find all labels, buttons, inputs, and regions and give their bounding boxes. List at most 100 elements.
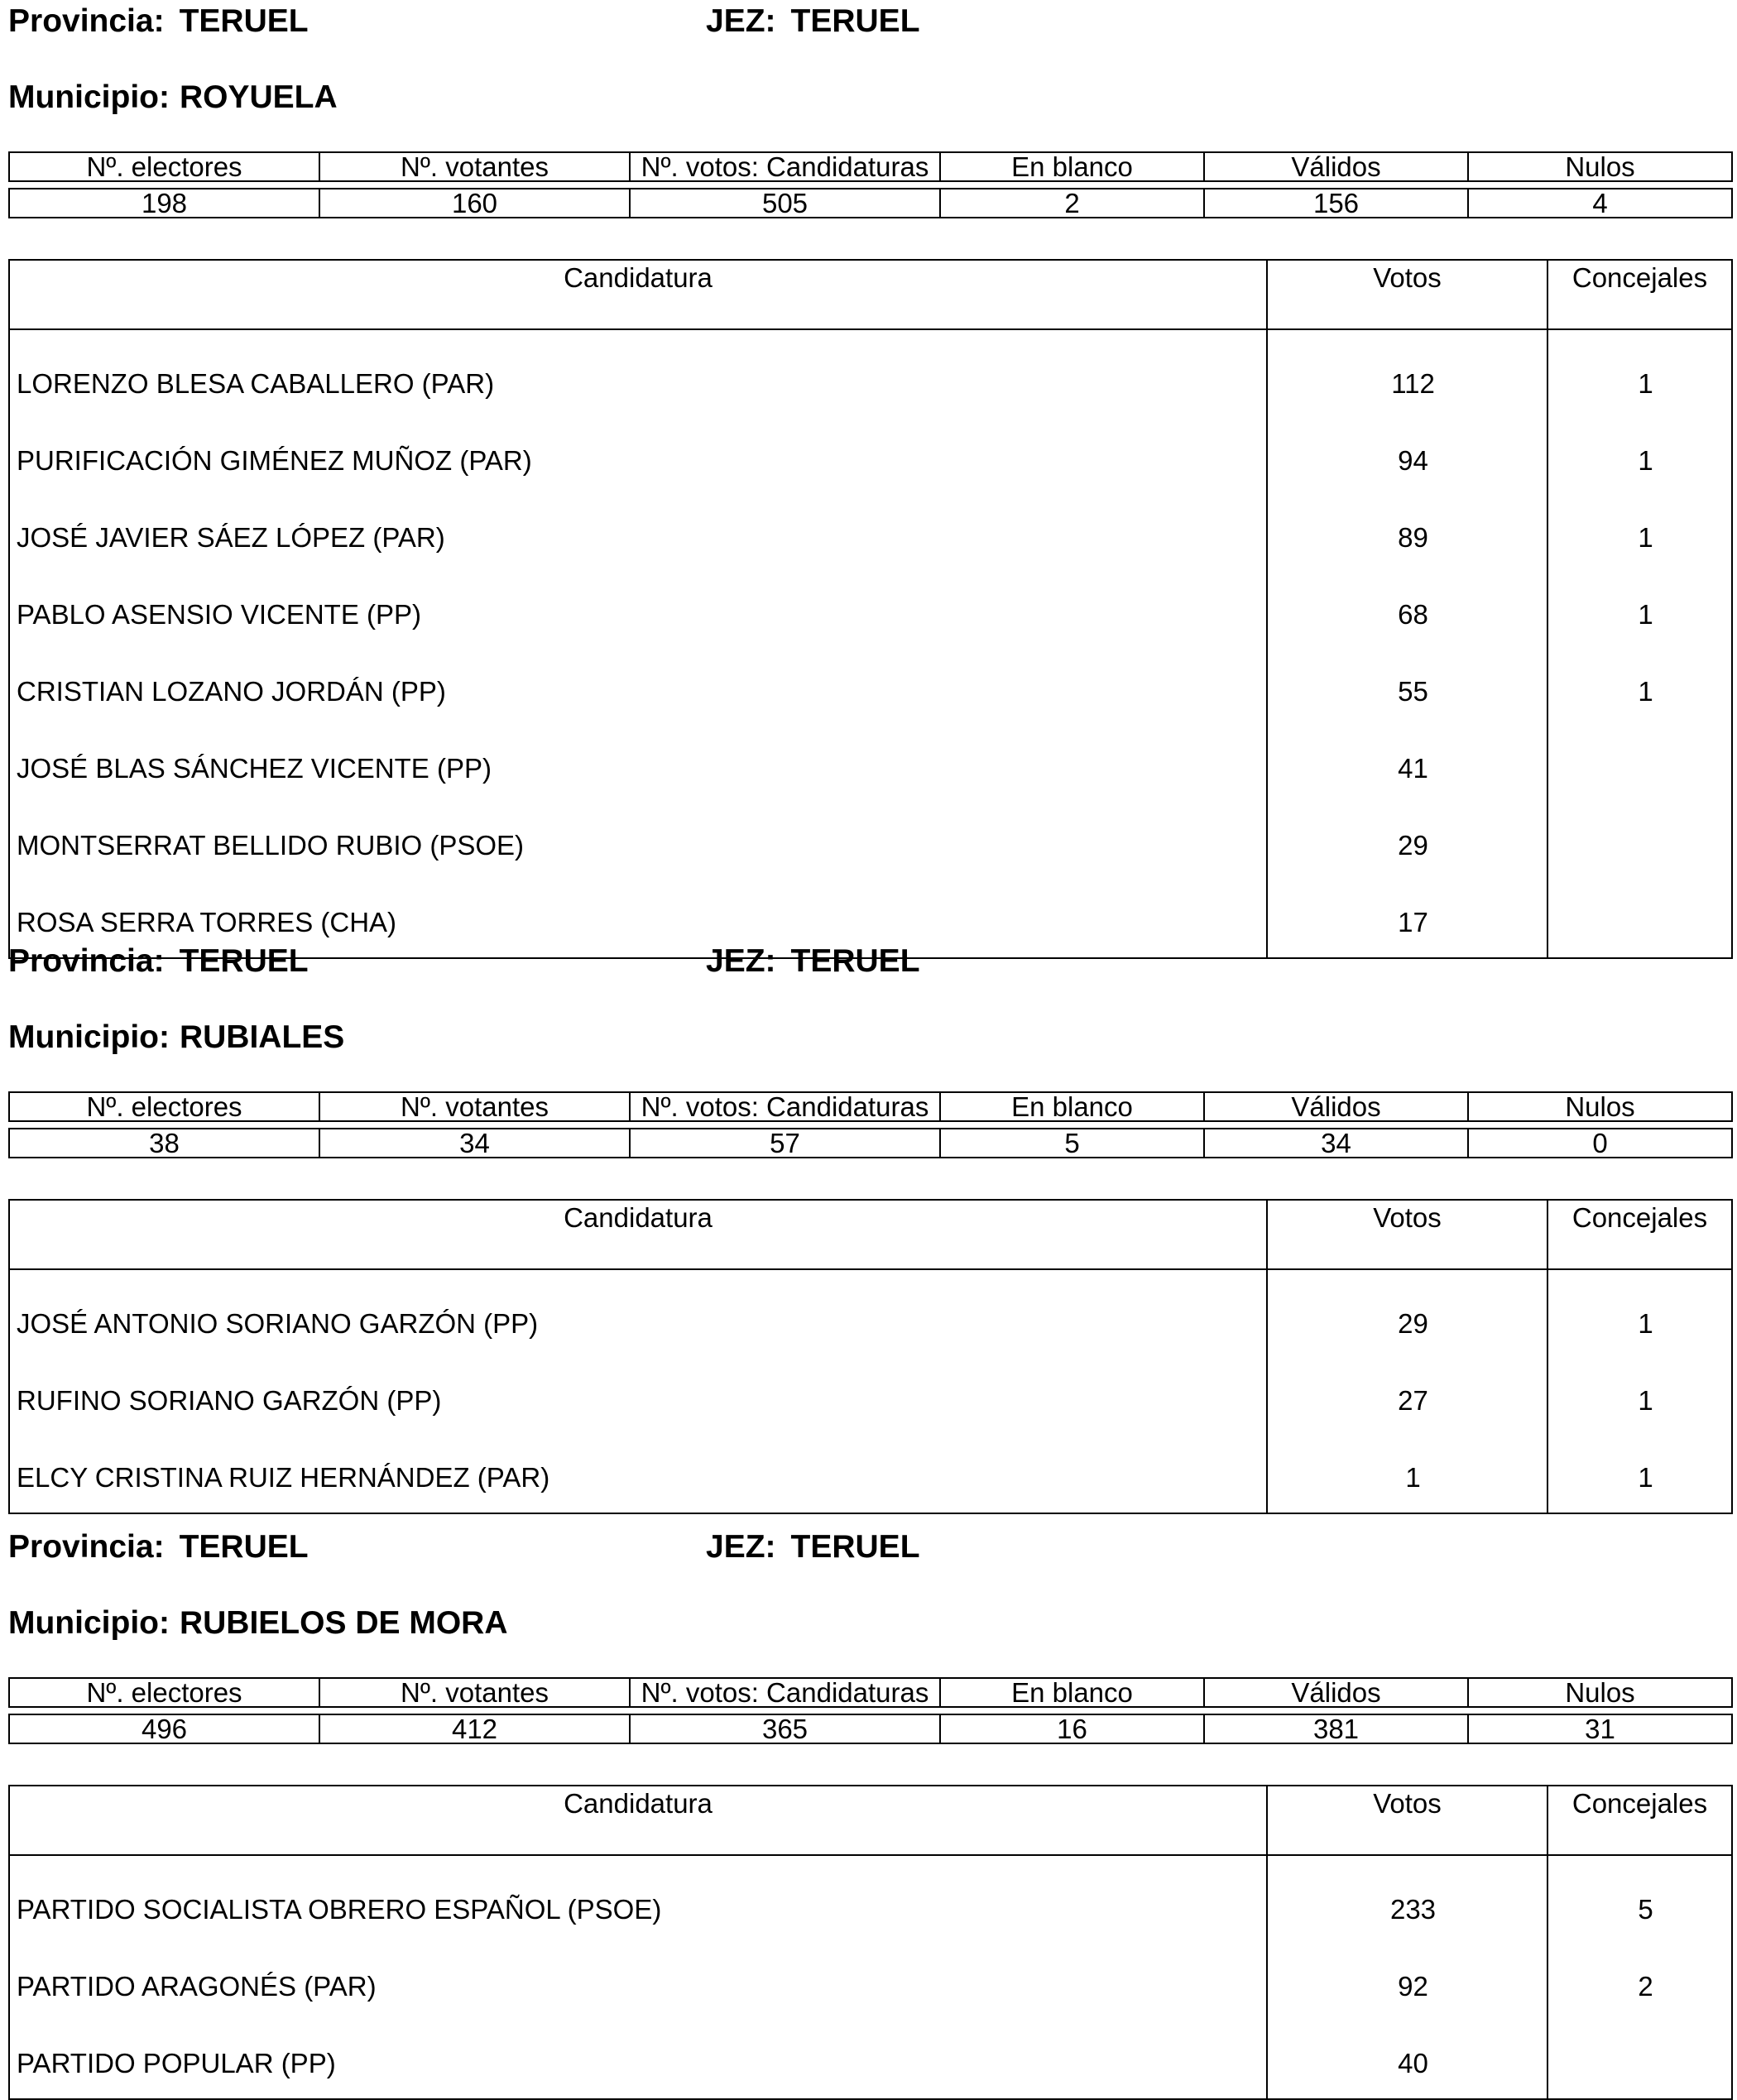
candidates-header-cell: Concejales xyxy=(1547,1785,1733,1856)
candidate-name: JOSÉ JAVIER SÁEZ LÓPEZ (PAR) xyxy=(8,496,1268,573)
candidate-row: JOSÉ ANTONIO SORIANO GARZÓN (PP) 29 1 xyxy=(8,1269,1733,1359)
stats-value-cell: 381 xyxy=(1203,1714,1469,1744)
stats-value-cell: 34 xyxy=(319,1128,631,1158)
stats-header-cell: Nº. votos: Candidaturas xyxy=(629,1677,941,1708)
municipio-header: Municipio: ROYUELA xyxy=(8,81,338,113)
candidates-header-cell: Concejales xyxy=(1547,1199,1733,1270)
stats-value-cell: 198 xyxy=(8,188,320,218)
stats-value-cell: 156 xyxy=(1203,188,1469,218)
candidate-votos: 40 xyxy=(1266,2021,1548,2100)
stats-value-cell: 34 xyxy=(1203,1128,1469,1158)
candidates-header-cell: Votos xyxy=(1266,1199,1548,1270)
stats-value-cell: 496 xyxy=(8,1714,320,1744)
stats-header-cell: Válidos xyxy=(1203,1091,1469,1122)
stats-value-cell: 16 xyxy=(939,1714,1205,1744)
candidate-concejales: 2 xyxy=(1547,1944,1733,2021)
stats-value-cell: 412 xyxy=(319,1714,631,1744)
candidate-row: PARTIDO SOCIALISTA OBRERO ESPAÑOL (PSOE)… xyxy=(8,1855,1733,1944)
jez-header: JEZ: TERUEL xyxy=(706,945,920,977)
stats-value-cell: 5 xyxy=(939,1128,1205,1158)
candidates-header-row: Candidatura Votos Concejales xyxy=(8,1199,1733,1270)
candidates-header-row: Candidatura Votos Concejales xyxy=(8,259,1733,330)
candidate-row: RUFINO SORIANO GARZÓN (PP) 27 1 xyxy=(8,1359,1733,1436)
candidate-row: PABLO ASENSIO VICENTE (PP) 68 1 xyxy=(8,573,1733,650)
candidates-header-cell: Candidatura xyxy=(8,1785,1268,1856)
candidate-votos: 94 xyxy=(1266,419,1548,496)
stats-header-cell: Nº. electores xyxy=(8,1677,320,1708)
provincia-value: TERUEL xyxy=(179,3,309,39)
candidate-votos: 29 xyxy=(1266,803,1548,880)
candidate-row: PARTIDO POPULAR (PP) 40 xyxy=(8,2021,1733,2100)
stats-header-cell: En blanco xyxy=(939,151,1205,182)
candidate-row: JOSÉ JAVIER SÁEZ LÓPEZ (PAR) 89 1 xyxy=(8,496,1733,573)
stats-header-cell: Válidos xyxy=(1203,151,1469,182)
candidate-votos: 89 xyxy=(1266,496,1548,573)
candidates-table: Candidatura Votos Concejales LORENZO BLESA … xyxy=(8,259,1733,959)
candidate-votos: 233 xyxy=(1266,1855,1548,1944)
stats-values-row: 496 412 365 16 381 31 xyxy=(8,1714,1733,1744)
stats-header-cell: Nº. votos: Candidaturas xyxy=(629,151,941,182)
municipio-label: Municipio: xyxy=(8,1019,170,1055)
stats-value-cell: 0 xyxy=(1467,1128,1733,1158)
stats-value-cell: 365 xyxy=(629,1714,941,1744)
candidate-concejales xyxy=(1547,2021,1733,2100)
candidates-header-cell: Votos xyxy=(1266,259,1548,330)
municipio-header: Municipio: RUBIALES xyxy=(8,1021,344,1053)
jez-header: JEZ: TERUEL xyxy=(706,5,920,37)
municipio-header: Municipio: RUBIELOS DE MORA xyxy=(8,1607,507,1639)
municipio-label: Municipio: xyxy=(8,1605,170,1641)
candidates-table: Candidatura Votos Concejales PARTIDO SOCIAL… xyxy=(8,1785,1733,2100)
candidate-votos: 29 xyxy=(1266,1269,1548,1359)
candidate-name: ELCY CRISTINA RUIZ HERNÁNDEZ (PAR) xyxy=(8,1436,1268,1514)
candidate-concejales: 1 xyxy=(1547,650,1733,726)
stats-header-cell: Nº. electores xyxy=(8,1091,320,1122)
provincia-value: TERUEL xyxy=(179,943,309,979)
stats-spacer xyxy=(9,180,1732,189)
candidate-name: JOSÉ BLAS SÁNCHEZ VICENTE (PP) xyxy=(8,726,1268,803)
jez-value: TERUEL xyxy=(790,3,920,39)
candidate-votos: 92 xyxy=(1266,1944,1548,2021)
stats-header-cell: Nº. votantes xyxy=(319,151,631,182)
stats-header-cell: Nº. votantes xyxy=(319,1677,631,1708)
candidate-concejales xyxy=(1547,726,1733,803)
stats-header-cell: Nulos xyxy=(1467,151,1733,182)
provincia-label: Provincia: xyxy=(8,3,165,39)
candidate-concejales: 1 xyxy=(1547,419,1733,496)
candidate-name: PARTIDO POPULAR (PP) xyxy=(8,2021,1268,2100)
candidate-row: ELCY CRISTINA RUIZ HERNÁNDEZ (PAR) 1 1 xyxy=(8,1436,1733,1514)
stats-values-row: 38 34 57 5 34 0 xyxy=(8,1128,1733,1158)
candidate-row: ROSA SERRA TORRES (CHA) 17 xyxy=(8,880,1733,959)
jez-label: JEZ: xyxy=(706,943,776,979)
stats-spacer xyxy=(9,1706,1732,1715)
jez-value: TERUEL xyxy=(790,943,920,979)
stats-header-row: Nº. electores Nº. votantes Nº. votos: Cand… xyxy=(8,1677,1733,1708)
stats-header-cell: Nº. votos: Candidaturas xyxy=(629,1091,941,1122)
candidate-name: JOSÉ ANTONIO SORIANO GARZÓN (PP) xyxy=(8,1269,1268,1359)
candidate-votos: 41 xyxy=(1266,726,1548,803)
candidate-row: PARTIDO ARAGONÉS (PAR) 92 2 xyxy=(8,1944,1733,2021)
provincia-header: Provincia: TERUEL xyxy=(8,5,309,37)
candidate-name: LORENZO BLESA CABALLERO (PAR) xyxy=(8,329,1268,419)
jez-label: JEZ: xyxy=(706,3,776,39)
candidate-name: PABLO ASENSIO VICENTE (PP) xyxy=(8,573,1268,650)
provincia-label: Provincia: xyxy=(8,943,165,979)
candidate-concejales: 1 xyxy=(1547,496,1733,573)
candidates-header-row: Candidatura Votos Concejales xyxy=(8,1785,1733,1856)
jez-value: TERUEL xyxy=(790,1529,920,1565)
candidate-row: LORENZO BLESA CABALLERO (PAR) 112 1 xyxy=(8,329,1733,419)
candidate-votos: 17 xyxy=(1266,880,1548,959)
stats-value-cell: 31 xyxy=(1467,1714,1733,1744)
stats-table: Nº. electores Nº. votantes Nº. votos: Cand… xyxy=(8,1677,1733,1744)
provincia-header: Provincia: TERUEL xyxy=(8,945,309,977)
candidate-row: CRISTIAN LOZANO JORDÁN (PP) 55 1 xyxy=(8,650,1733,726)
stats-table: Nº. electores Nº. votantes Nº. votos: Cand… xyxy=(8,151,1733,218)
candidate-name: ROSA SERRA TORRES (CHA) xyxy=(8,880,1268,959)
stats-value-cell: 38 xyxy=(8,1128,320,1158)
candidate-votos: 112 xyxy=(1266,329,1548,419)
candidate-name: MONTSERRAT BELLIDO RUBIO (PSOE) xyxy=(8,803,1268,880)
stats-value-cell: 57 xyxy=(629,1128,941,1158)
jez-header: JEZ: TERUEL xyxy=(706,1531,920,1563)
stats-header-cell: Nulos xyxy=(1467,1677,1733,1708)
candidate-concejales: 5 xyxy=(1547,1855,1733,1944)
candidate-concejales: 1 xyxy=(1547,1359,1733,1436)
